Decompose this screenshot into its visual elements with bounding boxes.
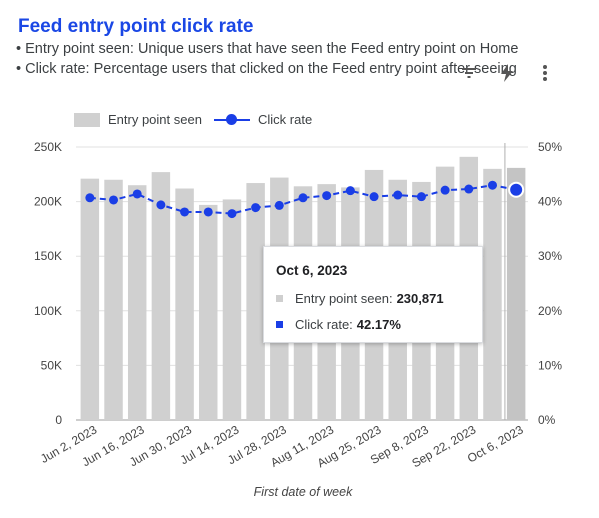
y-tick-right: 0% [538,413,556,427]
y-tick-right: 50% [538,140,562,154]
bar [151,172,171,420]
y-tick-left: 0 [55,413,62,427]
data-tooltip: Oct 6, 2023 Entry point seen: 230,871 Cl… [263,246,483,343]
tooltip-line-value: 42.17% [356,317,401,332]
legend-swatch-bars [74,112,100,127]
tooltip-line-label: Click rate: [295,317,353,332]
y-tick-left: 100K [34,304,62,318]
tooltip-bar-value: 230,871 [396,291,444,306]
tooltip-row-bars: Entry point seen: 230,871 [276,291,444,306]
click-rate-point [416,192,426,202]
lightning-icon[interactable] [496,62,518,84]
tooltip-row-line: Click rate: 42.17% [276,317,401,332]
click-rate-point [85,193,95,203]
click-rate-point [227,209,237,219]
bar [175,188,194,420]
tooltip-bar-label: Entry point seen: [295,291,393,306]
click-rate-point [487,180,497,190]
click-rate-point [464,184,474,194]
y-tick-left: 50K [41,358,62,372]
click-rate-point [251,203,261,213]
y-tick-left: 200K [34,195,62,209]
y-tick-left: 250K [34,140,62,154]
legend-swatch-line [214,113,250,127]
tooltip-swatch-bars [276,295,283,302]
more-vert-icon[interactable] [534,62,556,84]
click-rate-point [510,183,523,196]
y-tick-right: 10% [538,358,562,372]
chart-toolbar [458,62,558,86]
legend-item-line[interactable]: Click rate [214,112,312,127]
click-rate-point [203,207,213,217]
bar [127,185,147,420]
click-rate-point [132,189,142,199]
chart-title: Feed entry point click rate [18,16,254,37]
click-rate-point [393,190,403,200]
y-tick-right: 20% [538,304,562,318]
x-axis-title: First date of week [254,485,353,499]
description-line-2: • Click rate: Percentage users that clic… [16,61,517,77]
bar [506,167,526,420]
click-rate-point [274,200,284,210]
y-tick-left: 150K [34,249,62,263]
description-line-1: • Entry point seen: Unique users that ha… [16,41,519,57]
bar [246,183,265,420]
legend-label-bars: Entry point seen [108,112,202,127]
bar [104,179,123,420]
click-rate-point [298,193,308,203]
tooltip-swatch-line [276,321,283,328]
bar [199,204,218,420]
bar [222,199,242,420]
filter-icon[interactable] [458,62,480,84]
bar [80,178,100,420]
legend-label-line: Click rate [258,112,313,127]
legend-item-bars[interactable]: Entry point seen [74,112,202,127]
click-rate-point [109,195,119,205]
click-rate-point [440,185,450,195]
y-tick-right: 30% [538,249,562,263]
click-rate-point [322,191,332,201]
tooltip-date: Oct 6, 2023 [276,263,348,278]
click-rate-point [345,186,355,196]
bar [483,168,502,420]
click-rate-point [156,200,166,210]
y-tick-right: 40% [538,195,562,209]
click-rate-point [180,207,190,217]
click-rate-point [369,192,379,202]
